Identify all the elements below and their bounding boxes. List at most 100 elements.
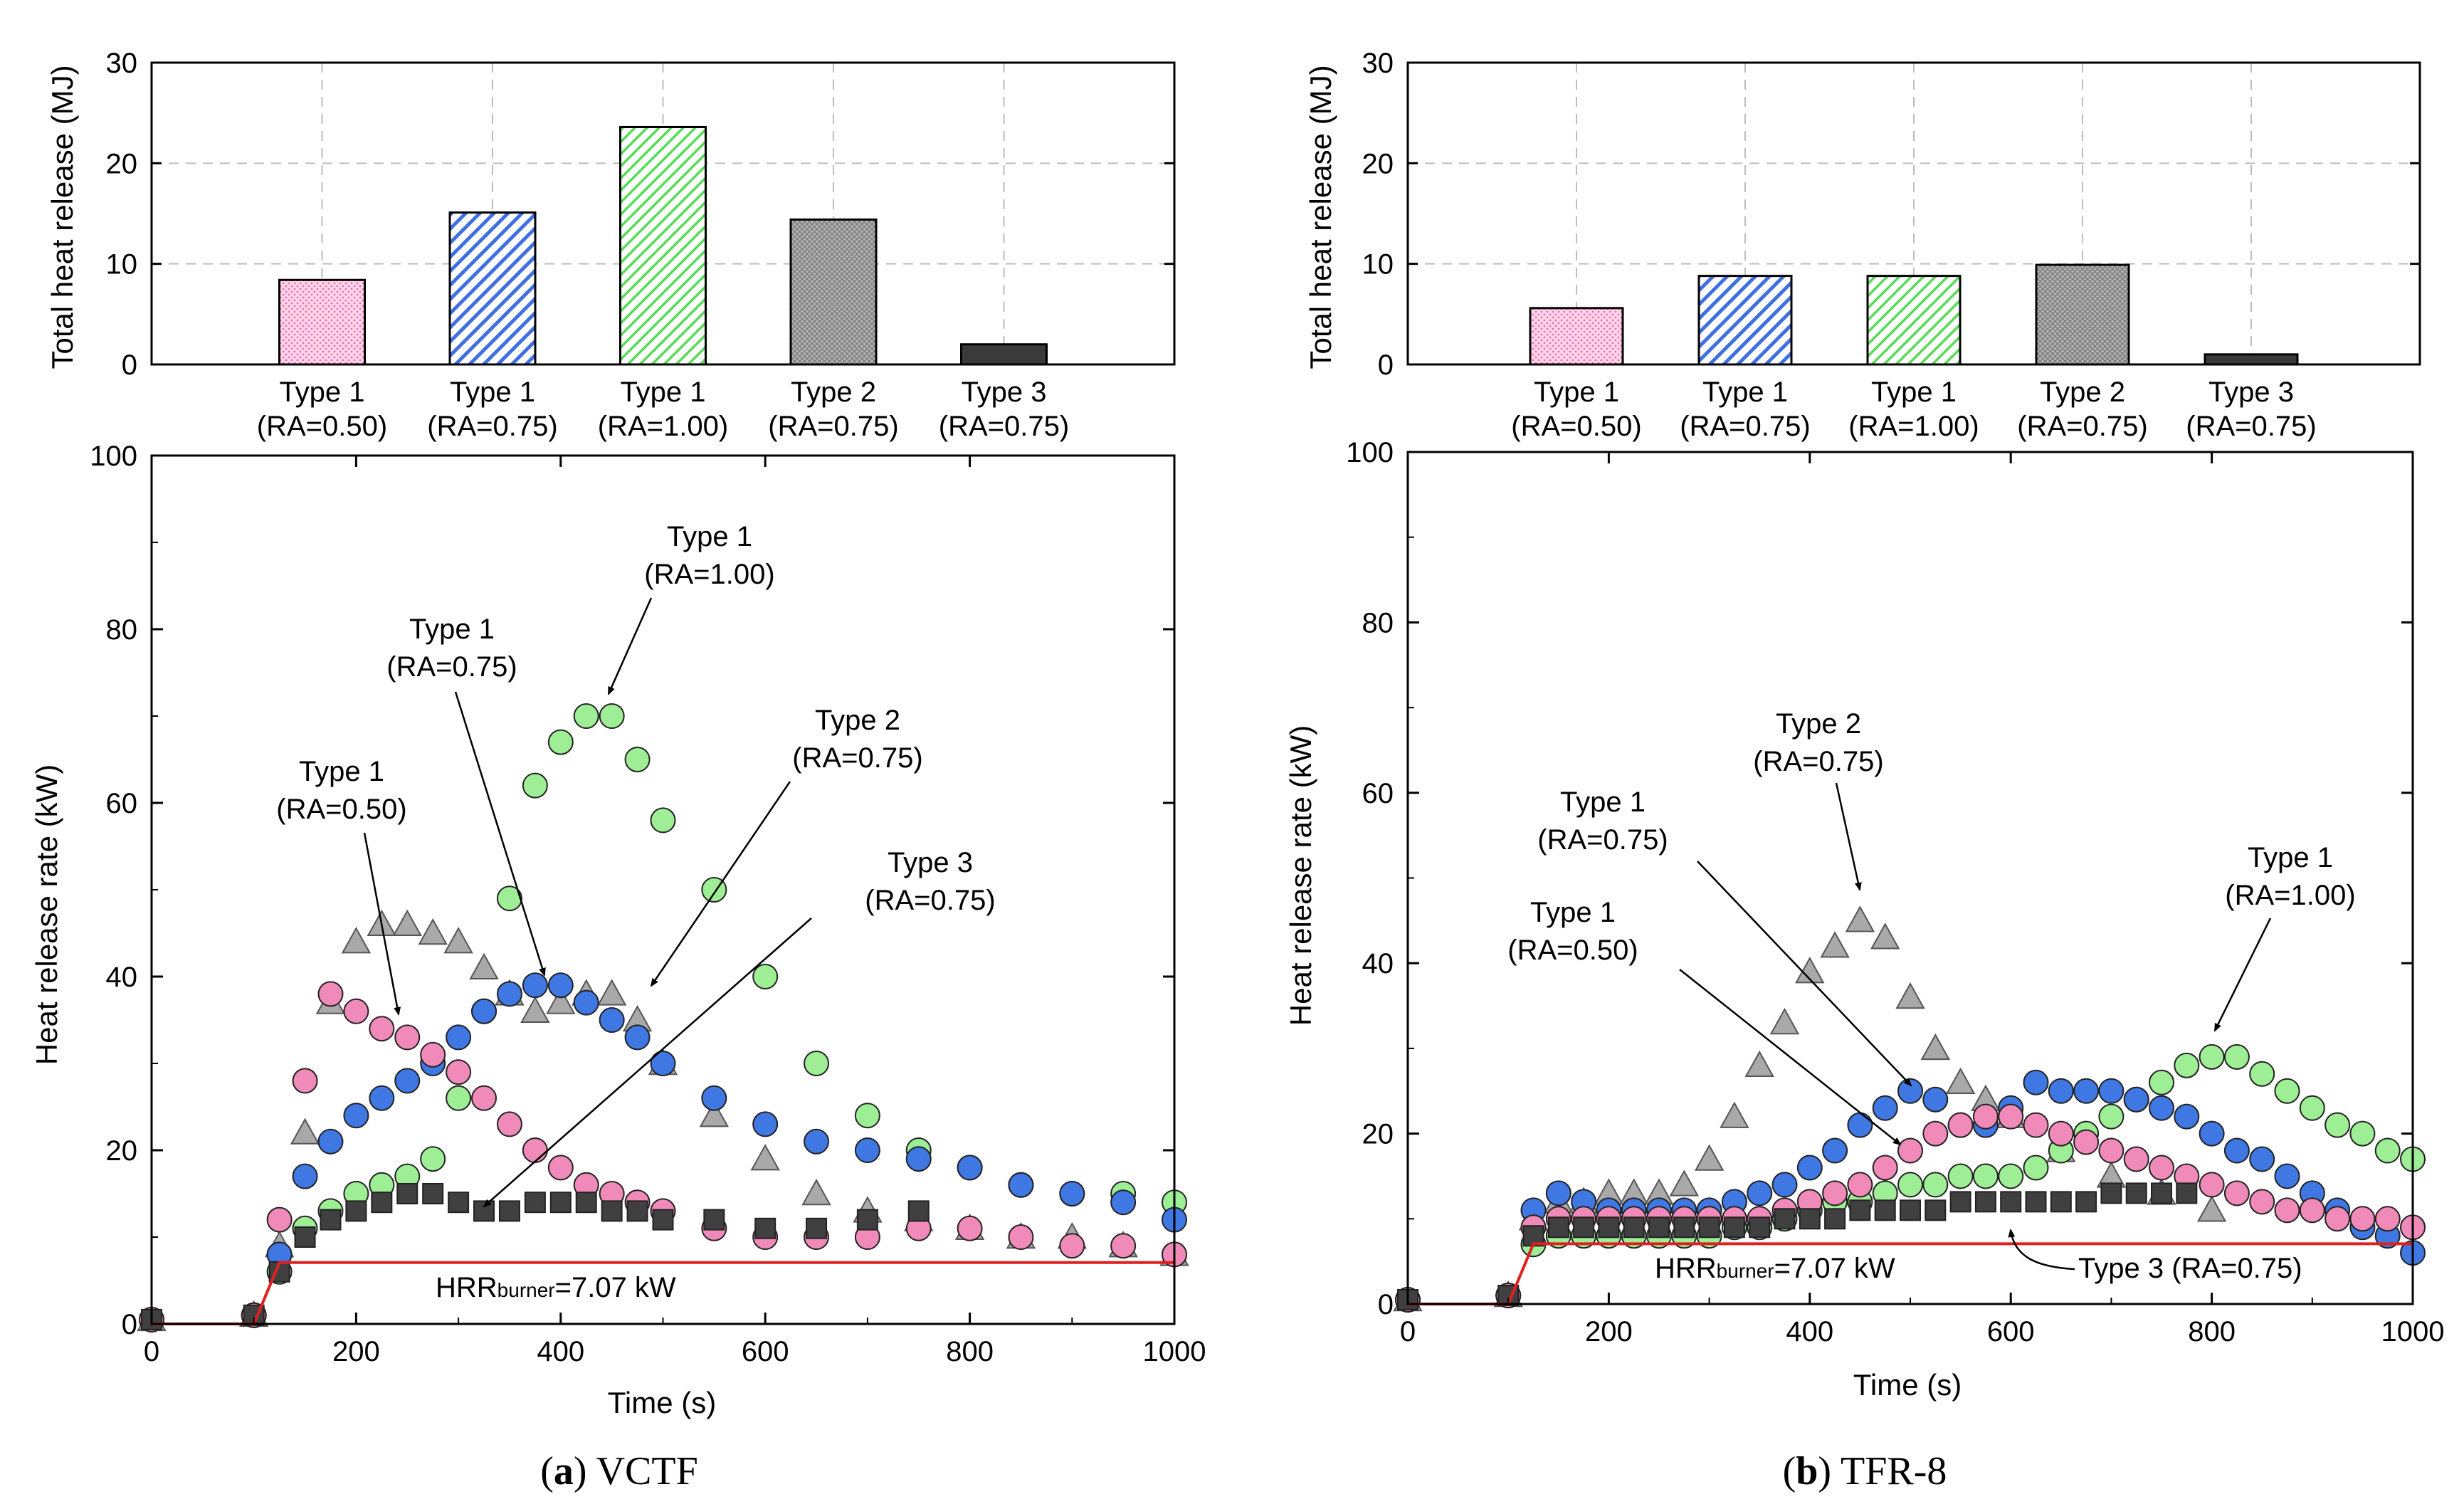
data-point [394,1024,421,1051]
category-label: Type 3 [2208,377,2294,408]
annotation-arrow [607,597,653,695]
category-label: Type 3 [961,377,1046,408]
data-point [2048,1078,2074,1104]
scatter-y-axis-label: Heat release rate (kW) [1284,725,1317,1026]
data-point [2274,1078,2300,1104]
data-point [522,972,548,999]
data-point [547,729,574,755]
data-point [473,1200,495,1222]
data-point [420,1041,446,1068]
data-point [1769,1007,1800,1035]
data-point [1972,1163,1999,1189]
annotation-label: Type 3 (RA=0.75) [2078,1253,2302,1284]
y-tick-label: 100 [90,441,137,472]
data-point [2274,1197,2300,1224]
data-point [317,981,344,1007]
data-point [1720,1101,1749,1128]
data-point [498,1200,520,1222]
data-point [1110,1189,1137,1216]
y-tick-label: 80 [106,614,138,646]
data-point [547,1155,574,1181]
category-label: Type 2 [791,377,876,408]
data-point [854,1103,880,1129]
data-point [1998,1103,2024,1130]
annotation-arrow [650,781,791,987]
data-point [2073,1078,2100,1104]
data-point [1796,1155,1823,1181]
category-label: Type 2 [2040,377,2125,408]
data-point [596,979,627,1006]
data-point [1547,1216,1569,1239]
data-point [446,1085,472,1111]
data-point [266,1206,293,1233]
data-point [2349,1206,2376,1232]
data-point [471,1085,497,1111]
data-point [801,1178,831,1206]
annotation-label: (RA=0.75) [1537,824,1668,856]
data-point [854,1137,880,1163]
annotation-arrow [1697,861,1912,1087]
data-point [2125,1182,2147,1204]
data-point [2123,1086,2149,1113]
x-tick-label: 1000 [1143,1336,1206,1367]
bar [1697,275,1793,366]
data-point [2025,1191,2047,1213]
y-tick-label: 30 [106,48,138,79]
burner-label: HRRburner=7.07 kW [1655,1253,1895,1284]
x-tick-label: 800 [2188,1316,2236,1347]
data-point [546,987,576,1014]
data-point [2199,1172,2225,1198]
x-tick-label: 400 [1786,1316,1833,1347]
data-point [1949,1191,1971,1213]
data-point [2176,1182,2198,1204]
data-point [1922,1086,1949,1113]
annotation-label: Type 2 [1776,708,1861,740]
data-point [496,981,522,1007]
data-point [2249,1146,2275,1172]
data-point [2223,1137,2250,1164]
data-point [549,1192,572,1214]
data-point [396,1183,418,1204]
data-point [599,1007,625,1033]
data-point [1872,1095,1898,1121]
caption-tfr8: (b) TFR-8 [1783,1449,1947,1493]
x-tick-label: 1000 [2381,1316,2445,1347]
category-label: (RA=1.00) [1848,411,1979,442]
data-point [1972,1103,1999,1130]
data-point [1847,1172,1873,1198]
y-tick-label: 60 [1362,778,1394,809]
burner-label: HRRburner=7.07 kW [436,1272,676,1303]
data-point [1870,922,1900,950]
data-point [2374,1206,2401,1232]
data-point [1822,1180,1848,1206]
data-point [471,998,497,1024]
data-point [652,1209,674,1231]
data-point [2149,1095,2174,1121]
data-point [804,1051,830,1076]
x-tick-label: 800 [946,1336,994,1367]
x-tick-label: 0 [144,1336,159,1367]
series [1395,1103,2426,1313]
data-point [2050,1191,2072,1213]
data-point [1872,1155,1898,1181]
data-point [754,1217,776,1239]
plot-frame [1406,61,2421,366]
data-point [1845,905,1875,932]
scatter-chart-vctf: 0 200 400 600 800 1000 0 20 40 60 80 100 Time (s) H… [30,441,1206,1419]
data-point [1922,1120,1949,1147]
y-tick-label: 10 [106,249,138,280]
annotation-label: Type 1 [1560,787,1646,818]
y-tick-label: 20 [1362,1119,1394,1150]
data-point [1673,1216,1695,1239]
data-point [496,885,522,912]
data-point [573,989,599,1016]
data-point [1847,1112,1873,1138]
data-point [1771,1172,1798,1198]
data-point [320,1209,342,1231]
data-point [2149,1069,2174,1095]
annotation-label: (RA=0.75) [386,651,517,683]
data-point [1849,1199,1871,1221]
data-point [371,1192,393,1214]
data-point [703,1209,725,1231]
panel-tfr8: Type 1(RA=0.50)Type 1(RA=0.75)Type 1(RA=… [1284,48,2444,1493]
